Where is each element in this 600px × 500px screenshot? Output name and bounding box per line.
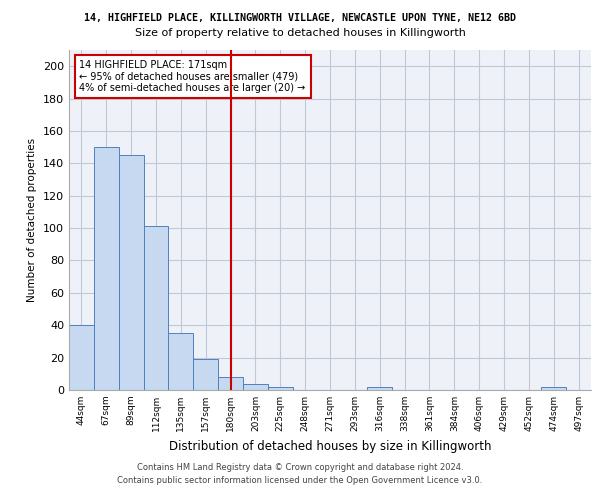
- Bar: [243, 384, 268, 390]
- Bar: [94, 147, 119, 390]
- Y-axis label: Number of detached properties: Number of detached properties: [28, 138, 37, 302]
- X-axis label: Distribution of detached houses by size in Killingworth: Distribution of detached houses by size …: [169, 440, 491, 452]
- Bar: [119, 155, 143, 390]
- Text: Contains HM Land Registry data © Crown copyright and database right 2024.: Contains HM Land Registry data © Crown c…: [137, 464, 463, 472]
- Bar: [218, 377, 243, 390]
- Bar: [193, 359, 218, 390]
- Text: 14, HIGHFIELD PLACE, KILLINGWORTH VILLAGE, NEWCASTLE UPON TYNE, NE12 6BD: 14, HIGHFIELD PLACE, KILLINGWORTH VILLAG…: [84, 12, 516, 22]
- Bar: [143, 226, 169, 390]
- Text: Size of property relative to detached houses in Killingworth: Size of property relative to detached ho…: [134, 28, 466, 38]
- Bar: [541, 387, 566, 390]
- Bar: [367, 387, 392, 390]
- Bar: [169, 334, 193, 390]
- Bar: [69, 325, 94, 390]
- Text: 14 HIGHFIELD PLACE: 171sqm
← 95% of detached houses are smaller (479)
4% of semi: 14 HIGHFIELD PLACE: 171sqm ← 95% of deta…: [79, 60, 305, 94]
- Bar: [268, 387, 293, 390]
- Text: Contains public sector information licensed under the Open Government Licence v3: Contains public sector information licen…: [118, 476, 482, 485]
